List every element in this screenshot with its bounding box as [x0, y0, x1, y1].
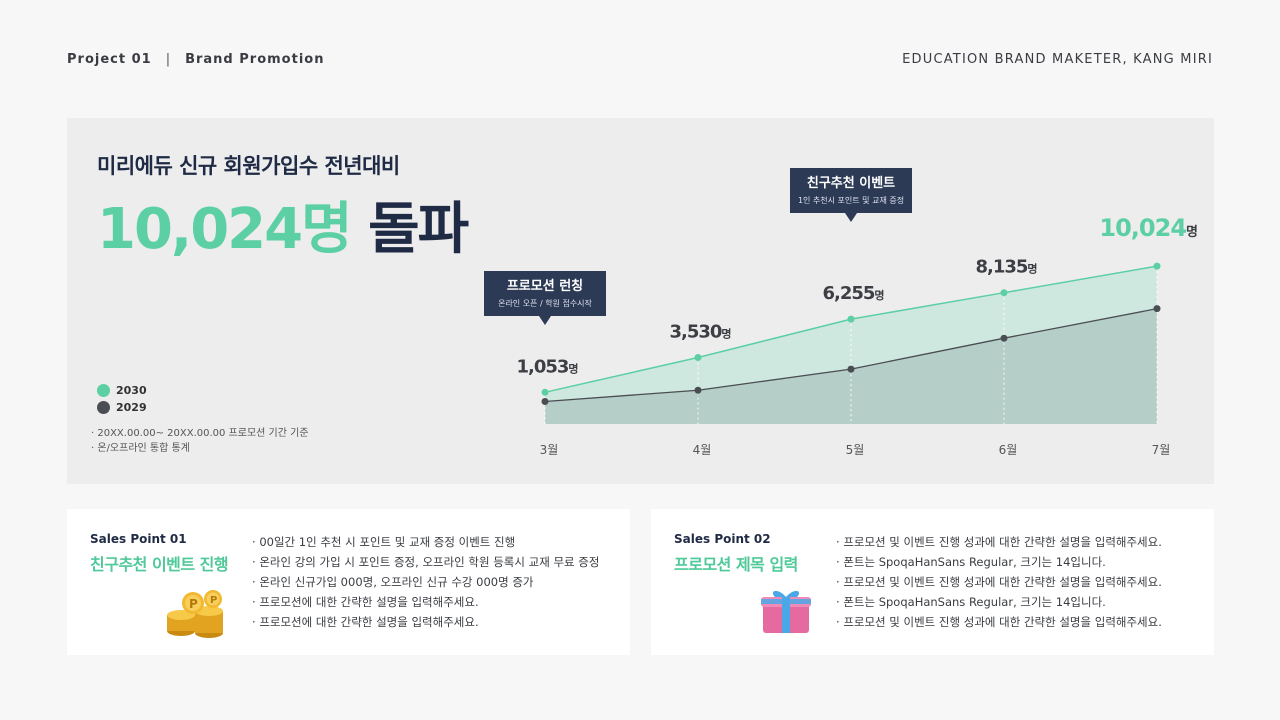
- list-item: 프로모션 및 이벤트 진행 성과에 대한 간략한 설명을 입력해주세요.: [836, 572, 1162, 592]
- point-2029: [1000, 334, 1008, 342]
- legend-swatch-2030: [97, 384, 110, 397]
- point-2030: [1153, 262, 1161, 270]
- callout-desc: 온라인 오픈 / 학원 접수시작: [498, 298, 592, 308]
- x-tick-label: 5월: [846, 443, 865, 457]
- callout-pointer: [539, 316, 551, 325]
- list-item: 폰트는 SpoqaHanSans Regular, 크기는 14입니다.: [836, 592, 1162, 612]
- data-label-unit: 명: [874, 288, 883, 302]
- note-scope: · 온/오프라인 통합 통계: [91, 443, 190, 454]
- callout-box: [484, 271, 606, 316]
- point-2030: [541, 388, 549, 396]
- legend-label-2029: 2029: [116, 401, 147, 414]
- point-2030: [847, 315, 855, 323]
- headline-subtitle: 미리에듀 신규 회원가입수 전년대비: [97, 154, 400, 178]
- list-item: 폰트는 SpoqaHanSans Regular, 크기는 14입니다.: [836, 552, 1162, 572]
- point-2029: [694, 386, 702, 394]
- callout-desc: 1인 추천시 포인트 및 교재 증정: [798, 195, 904, 205]
- section-label: Brand Promotion: [185, 52, 325, 67]
- list-item: 00일간 1인 추천 시 포인트 및 교재 증정 이벤트 진행: [252, 532, 599, 552]
- point-2029: [541, 397, 549, 405]
- chart-notes: · 20XX.00.00~ 20XX.00.00 프로모션 기간 기준 · 온/…: [91, 426, 309, 456]
- sales-point-label: Sales Point 01: [90, 532, 187, 546]
- data-label: 10,024명: [1099, 214, 1197, 242]
- list-item: 온라인 신규가입 000명, 오프라인 신규 수강 000명 증가: [252, 572, 599, 592]
- list-item: 프로모션 및 이벤트 진행 성과에 대한 간략한 설명을 입력해주세요.: [836, 612, 1162, 632]
- svg-text:P: P: [210, 595, 217, 606]
- data-label: 3,530명: [669, 321, 730, 342]
- data-label: 6,255명: [822, 283, 883, 304]
- area-chart: 3월 4월 5월 6월 7월 1,053명 3,530명 6,255명 8,135명 10,024…: [484, 168, 1198, 457]
- sales-point-card-1: Sales Point 01 친구추천 이벤트 진행 P P 00일간 1인 추…: [67, 509, 630, 655]
- list-item: 온라인 강의 가입 시 포인트 증정, 오프라인 학원 등록시 교재 무료 증정: [252, 552, 599, 572]
- data-label-unit: 명: [568, 361, 577, 375]
- chart-panel: 미리에듀 신규 회원가입수 전년대비 10,024명 돌파 2030 2029 …: [67, 118, 1214, 484]
- headline-number: 10,024명: [97, 197, 353, 262]
- data-label: 8,135명: [975, 257, 1036, 278]
- author-label: EDUCATION BRAND MAKETER, KANG MIRI: [902, 52, 1213, 67]
- callout-title: 프로모션 런칭: [507, 278, 583, 294]
- sales-point-list: 00일간 1인 추천 시 포인트 및 교재 증정 이벤트 진행 온라인 강의 가…: [252, 532, 599, 632]
- project-label: Project 01: [67, 52, 152, 67]
- note-period: · 20XX.00.00~ 20XX.00.00 프로모션 기간 기준: [91, 428, 309, 439]
- list-item: 프로모션에 대한 간략한 설명을 입력해주세요.: [252, 592, 599, 612]
- sales-point-title: 친구추천 이벤트 진행: [90, 555, 229, 574]
- data-label-unit: 명: [1186, 224, 1197, 240]
- point-2029: [847, 365, 855, 373]
- legend-item-2030: 2030: [97, 382, 147, 399]
- x-tick-label: 6월: [999, 443, 1018, 457]
- x-tick-label: 3월: [540, 443, 559, 457]
- sales-point-card-2: Sales Point 02 프로모션 제목 입력 프로모션 및 이벤트 진행 …: [651, 509, 1214, 655]
- callout-box: [790, 168, 912, 213]
- area-2029: [545, 308, 1157, 424]
- x-tick-label: 4월: [693, 443, 712, 457]
- point-2029: [1153, 305, 1161, 313]
- point-2030: [1000, 289, 1008, 297]
- headline-text: 돌파: [368, 197, 469, 262]
- headline-big: 10,024명 돌파: [97, 184, 469, 265]
- legend-swatch-2029: [97, 401, 110, 414]
- callout-title: 친구추천 이벤트: [807, 175, 895, 191]
- legend-item-2029: 2029: [97, 399, 147, 416]
- data-label-unit: 명: [721, 326, 730, 340]
- x-tick-label: 7월: [1152, 443, 1171, 457]
- list-item: 프로모션 및 이벤트 진행 성과에 대한 간략한 설명을 입력해주세요.: [836, 532, 1162, 552]
- callout-pointer: [845, 213, 857, 222]
- data-label-unit: 명: [1027, 262, 1036, 276]
- sales-point-label: Sales Point 02: [674, 532, 771, 546]
- coins-icon: P P: [167, 590, 223, 638]
- list-item: 프로모션에 대한 간략한 설명을 입력해주세요.: [252, 612, 599, 632]
- sales-point-title: 프로모션 제목 입력: [674, 555, 798, 574]
- header-left: Project 01 | Brand Promotion: [67, 52, 324, 67]
- point-2030: [694, 353, 702, 361]
- sales-point-list: 프로모션 및 이벤트 진행 성과에 대한 간략한 설명을 입력해주세요. 폰트는…: [836, 532, 1162, 632]
- legend-label-2030: 2030: [116, 384, 147, 397]
- chart-legend: 2030 2029: [97, 382, 147, 416]
- header-separator: |: [165, 52, 172, 67]
- svg-text:P: P: [189, 597, 198, 611]
- gift-icon: [761, 590, 811, 633]
- data-label: 1,053명: [516, 356, 577, 377]
